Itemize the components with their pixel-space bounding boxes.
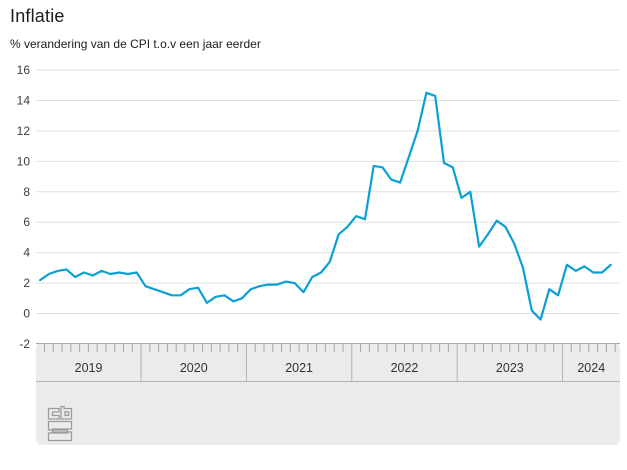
year-label: 2022 (391, 361, 419, 375)
y-tick-label: -2 (19, 337, 30, 351)
cbs-logo-c (47, 407, 60, 420)
cbs-logo-b-counter (64, 411, 70, 417)
y-tick-label: 16 (17, 63, 31, 77)
series-line-inflatie (38, 91, 612, 321)
year-label: 2021 (285, 361, 313, 375)
chart-subtitle: % verandering van de CPI t.o.v een jaar … (10, 37, 261, 51)
y-tick-label: 2 (23, 276, 30, 290)
x-axis-band: 2019 2020 2021 2022 2023 2024 (43, 344, 616, 381)
cbs-logo-b (60, 405, 73, 420)
gridlines (36, 69, 620, 315)
y-axis-labels: 16 14 12 10 8 6 4 2 0 -2 (17, 63, 31, 351)
y-tick-label: 10 (17, 154, 31, 168)
y-tick-label: 12 (17, 124, 31, 138)
y-tick-label: 8 (23, 185, 30, 199)
axis-footer-panel (36, 343, 620, 445)
year-label: 2023 (496, 361, 524, 375)
chart-title: Inflatie (10, 6, 65, 26)
y-tick-label: 14 (17, 93, 31, 107)
y-tick-label: 0 (23, 307, 30, 321)
cbs-logo (47, 405, 73, 442)
y-tick-label: 4 (23, 246, 30, 260)
y-tick-label: 6 (23, 215, 30, 229)
year-label: 2020 (180, 361, 208, 375)
cbs-logo-s (47, 420, 73, 442)
year-label: 2019 (75, 361, 103, 375)
year-label: 2024 (577, 361, 605, 375)
